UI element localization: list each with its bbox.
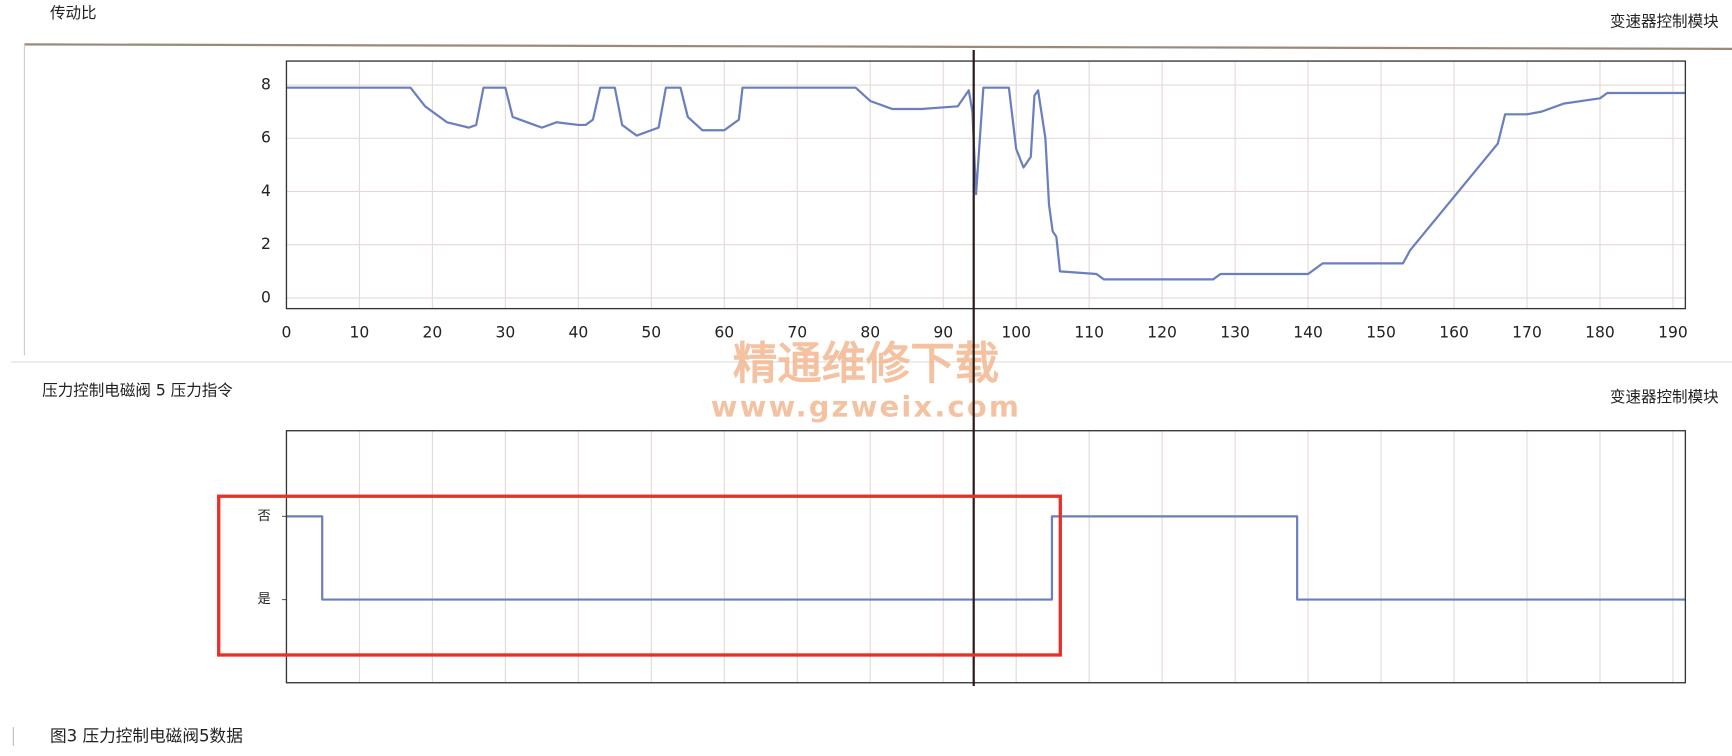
data-line <box>286 515 1686 601</box>
x-tick-label: 150 <box>1366 324 1396 342</box>
x-tick-label: 30 <box>495 324 515 342</box>
plot-frame <box>285 430 1687 684</box>
x-tick-label: 100 <box>1001 324 1031 342</box>
y-tick-label: 6 <box>261 129 271 147</box>
plot-frame <box>285 60 1687 310</box>
data-line <box>286 86 1686 281</box>
x-tick-label: 50 <box>641 324 661 342</box>
chart-title: 压力控制电磁阀 5 压力指令 <box>42 381 233 399</box>
header-rule <box>24 43 1732 50</box>
x-tick-label: 120 <box>1147 324 1177 342</box>
watermark-title: 精通维修下载 <box>733 338 999 389</box>
y-tick-label: 否 <box>258 509 271 524</box>
x-tick-label: 130 <box>1220 324 1250 342</box>
y-tick-label: 是 <box>258 592 271 607</box>
y-tick-label: 2 <box>261 235 271 253</box>
x-tick-label: 60 <box>714 324 734 342</box>
y-tick-label: 8 <box>261 76 271 94</box>
highlight-box <box>217 494 1062 657</box>
y-tick-label: 4 <box>261 182 271 200</box>
chart-subtitle: 变速器控制模块 <box>1610 13 1719 31</box>
x-tick-label: 20 <box>423 324 443 342</box>
x-tick-label: 160 <box>1439 324 1469 342</box>
plots: 0 10 20 30 40 50 60 70 80 90 100 110 120 130 140 150 160… <box>258 60 1688 684</box>
x-tick-label: 80 <box>860 324 880 342</box>
x-tick-label: 140 <box>1293 324 1323 342</box>
x-tick-label: 110 <box>1074 324 1104 342</box>
x-tick-label: 190 <box>1658 324 1688 342</box>
chart-title: 传动比 <box>50 4 97 22</box>
x-tick-label: 170 <box>1512 324 1542 342</box>
chart-subtitle: 变速器控制模块 <box>1610 388 1719 406</box>
x-tick-label: 40 <box>568 324 588 342</box>
figure-caption: 图3 压力控制电磁阀5数据 <box>50 727 243 746</box>
x-tick-label: 90 <box>933 324 953 342</box>
y-tick-label: 0 <box>261 288 271 306</box>
x-tick-label: 0 <box>282 324 292 342</box>
watermark-url: www.gzweix.com <box>711 390 1021 424</box>
x-tick-label: 10 <box>350 324 370 342</box>
x-tick-label: 70 <box>787 324 807 342</box>
x-tick-label: 180 <box>1585 324 1615 342</box>
